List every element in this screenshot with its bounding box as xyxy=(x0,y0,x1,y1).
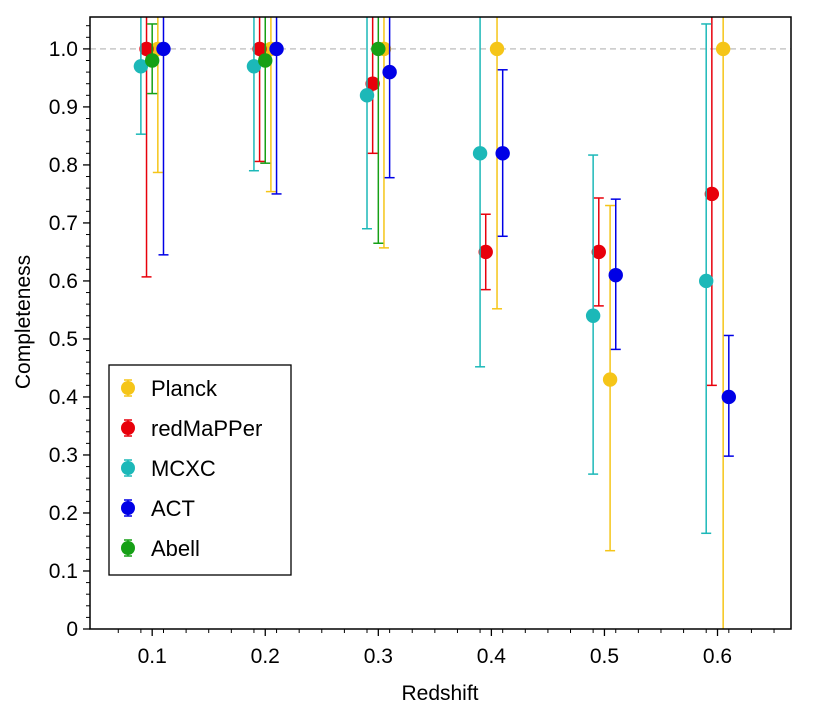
data-point xyxy=(359,88,375,103)
y-tick-label: 0.2 xyxy=(49,502,78,525)
data-point xyxy=(591,244,606,260)
data-point xyxy=(721,389,737,405)
legend-item-abell: Abell xyxy=(121,536,200,561)
x-tick-label: 0.3 xyxy=(364,645,393,668)
legend-marker xyxy=(121,461,135,475)
y-tick-label: 0.1 xyxy=(49,560,78,583)
legend-box xyxy=(108,364,292,576)
legend-label: Planck xyxy=(151,376,218,401)
data-point xyxy=(246,59,262,74)
series-abell xyxy=(144,17,386,244)
data-point xyxy=(489,41,505,57)
x-tick-label: 0.2 xyxy=(251,645,280,668)
legend: Planck redMaPPer MCXC ACT Abell xyxy=(108,364,292,576)
data-point xyxy=(365,76,380,91)
data-point xyxy=(495,146,510,161)
legend-label: MCXC xyxy=(151,456,216,481)
x-tick-label: 0.1 xyxy=(138,645,167,668)
legend-item-planck: Planck xyxy=(121,376,218,401)
x-tick-label: 0.5 xyxy=(590,645,619,668)
y-axis: 0 0.1 0.2 0.3 0.4 0.5 0.6 0.7 0.8 0.9 1.0 xyxy=(49,25,90,641)
x-tick-label: 0.4 xyxy=(477,645,507,668)
data-point xyxy=(715,41,731,57)
y-tick-label: 0.7 xyxy=(49,212,78,235)
legend-item-act: ACT xyxy=(121,496,195,521)
plot-frame xyxy=(89,16,792,630)
legend-marker xyxy=(121,501,135,515)
y-tick-label: 0.6 xyxy=(49,270,78,293)
data-point xyxy=(699,273,714,289)
data-series-layer xyxy=(133,17,737,629)
series-mcxc xyxy=(133,17,714,535)
x-axis: 0.1 0.2 0.3 0.4 0.5 0.6 xyxy=(117,629,775,668)
y-axis-title: Completeness xyxy=(12,255,35,389)
x-axis-title: Redshift xyxy=(401,682,478,705)
data-point xyxy=(269,41,284,57)
data-point xyxy=(144,53,160,68)
legend-marker xyxy=(121,421,135,435)
data-point xyxy=(704,186,720,202)
data-point xyxy=(585,308,601,323)
legend-label: Abell xyxy=(151,536,200,561)
legend-marker xyxy=(121,381,135,395)
series-act xyxy=(156,17,737,457)
data-point xyxy=(472,146,488,161)
y-tick-label: 0.5 xyxy=(49,328,78,351)
data-point xyxy=(602,372,618,387)
legend-item-mcxc: MCXC xyxy=(121,456,216,481)
data-point xyxy=(258,53,273,68)
data-point xyxy=(156,41,171,57)
data-point xyxy=(139,41,154,57)
plot-area xyxy=(90,17,791,629)
y-tick-label: 0.8 xyxy=(49,154,78,177)
data-point xyxy=(371,41,386,57)
y-tick-label: 0.3 xyxy=(49,444,78,467)
y-tick-label: 0 xyxy=(66,618,78,641)
y-tick-label: 0.4 xyxy=(49,386,79,409)
data-point xyxy=(608,267,623,283)
data-point xyxy=(382,64,397,80)
data-point xyxy=(252,41,267,57)
legend-label: ACT xyxy=(151,496,195,521)
y-tick-label: 0.9 xyxy=(49,96,78,119)
legend-label: redMaPPer xyxy=(151,416,262,441)
legend-marker xyxy=(121,541,135,555)
data-point xyxy=(133,59,149,74)
data-point xyxy=(478,244,493,260)
legend-item-redmapper: redMaPPer xyxy=(121,416,262,441)
y-tick-label: 1.0 xyxy=(49,38,78,61)
x-tick-label: 0.6 xyxy=(703,645,732,668)
